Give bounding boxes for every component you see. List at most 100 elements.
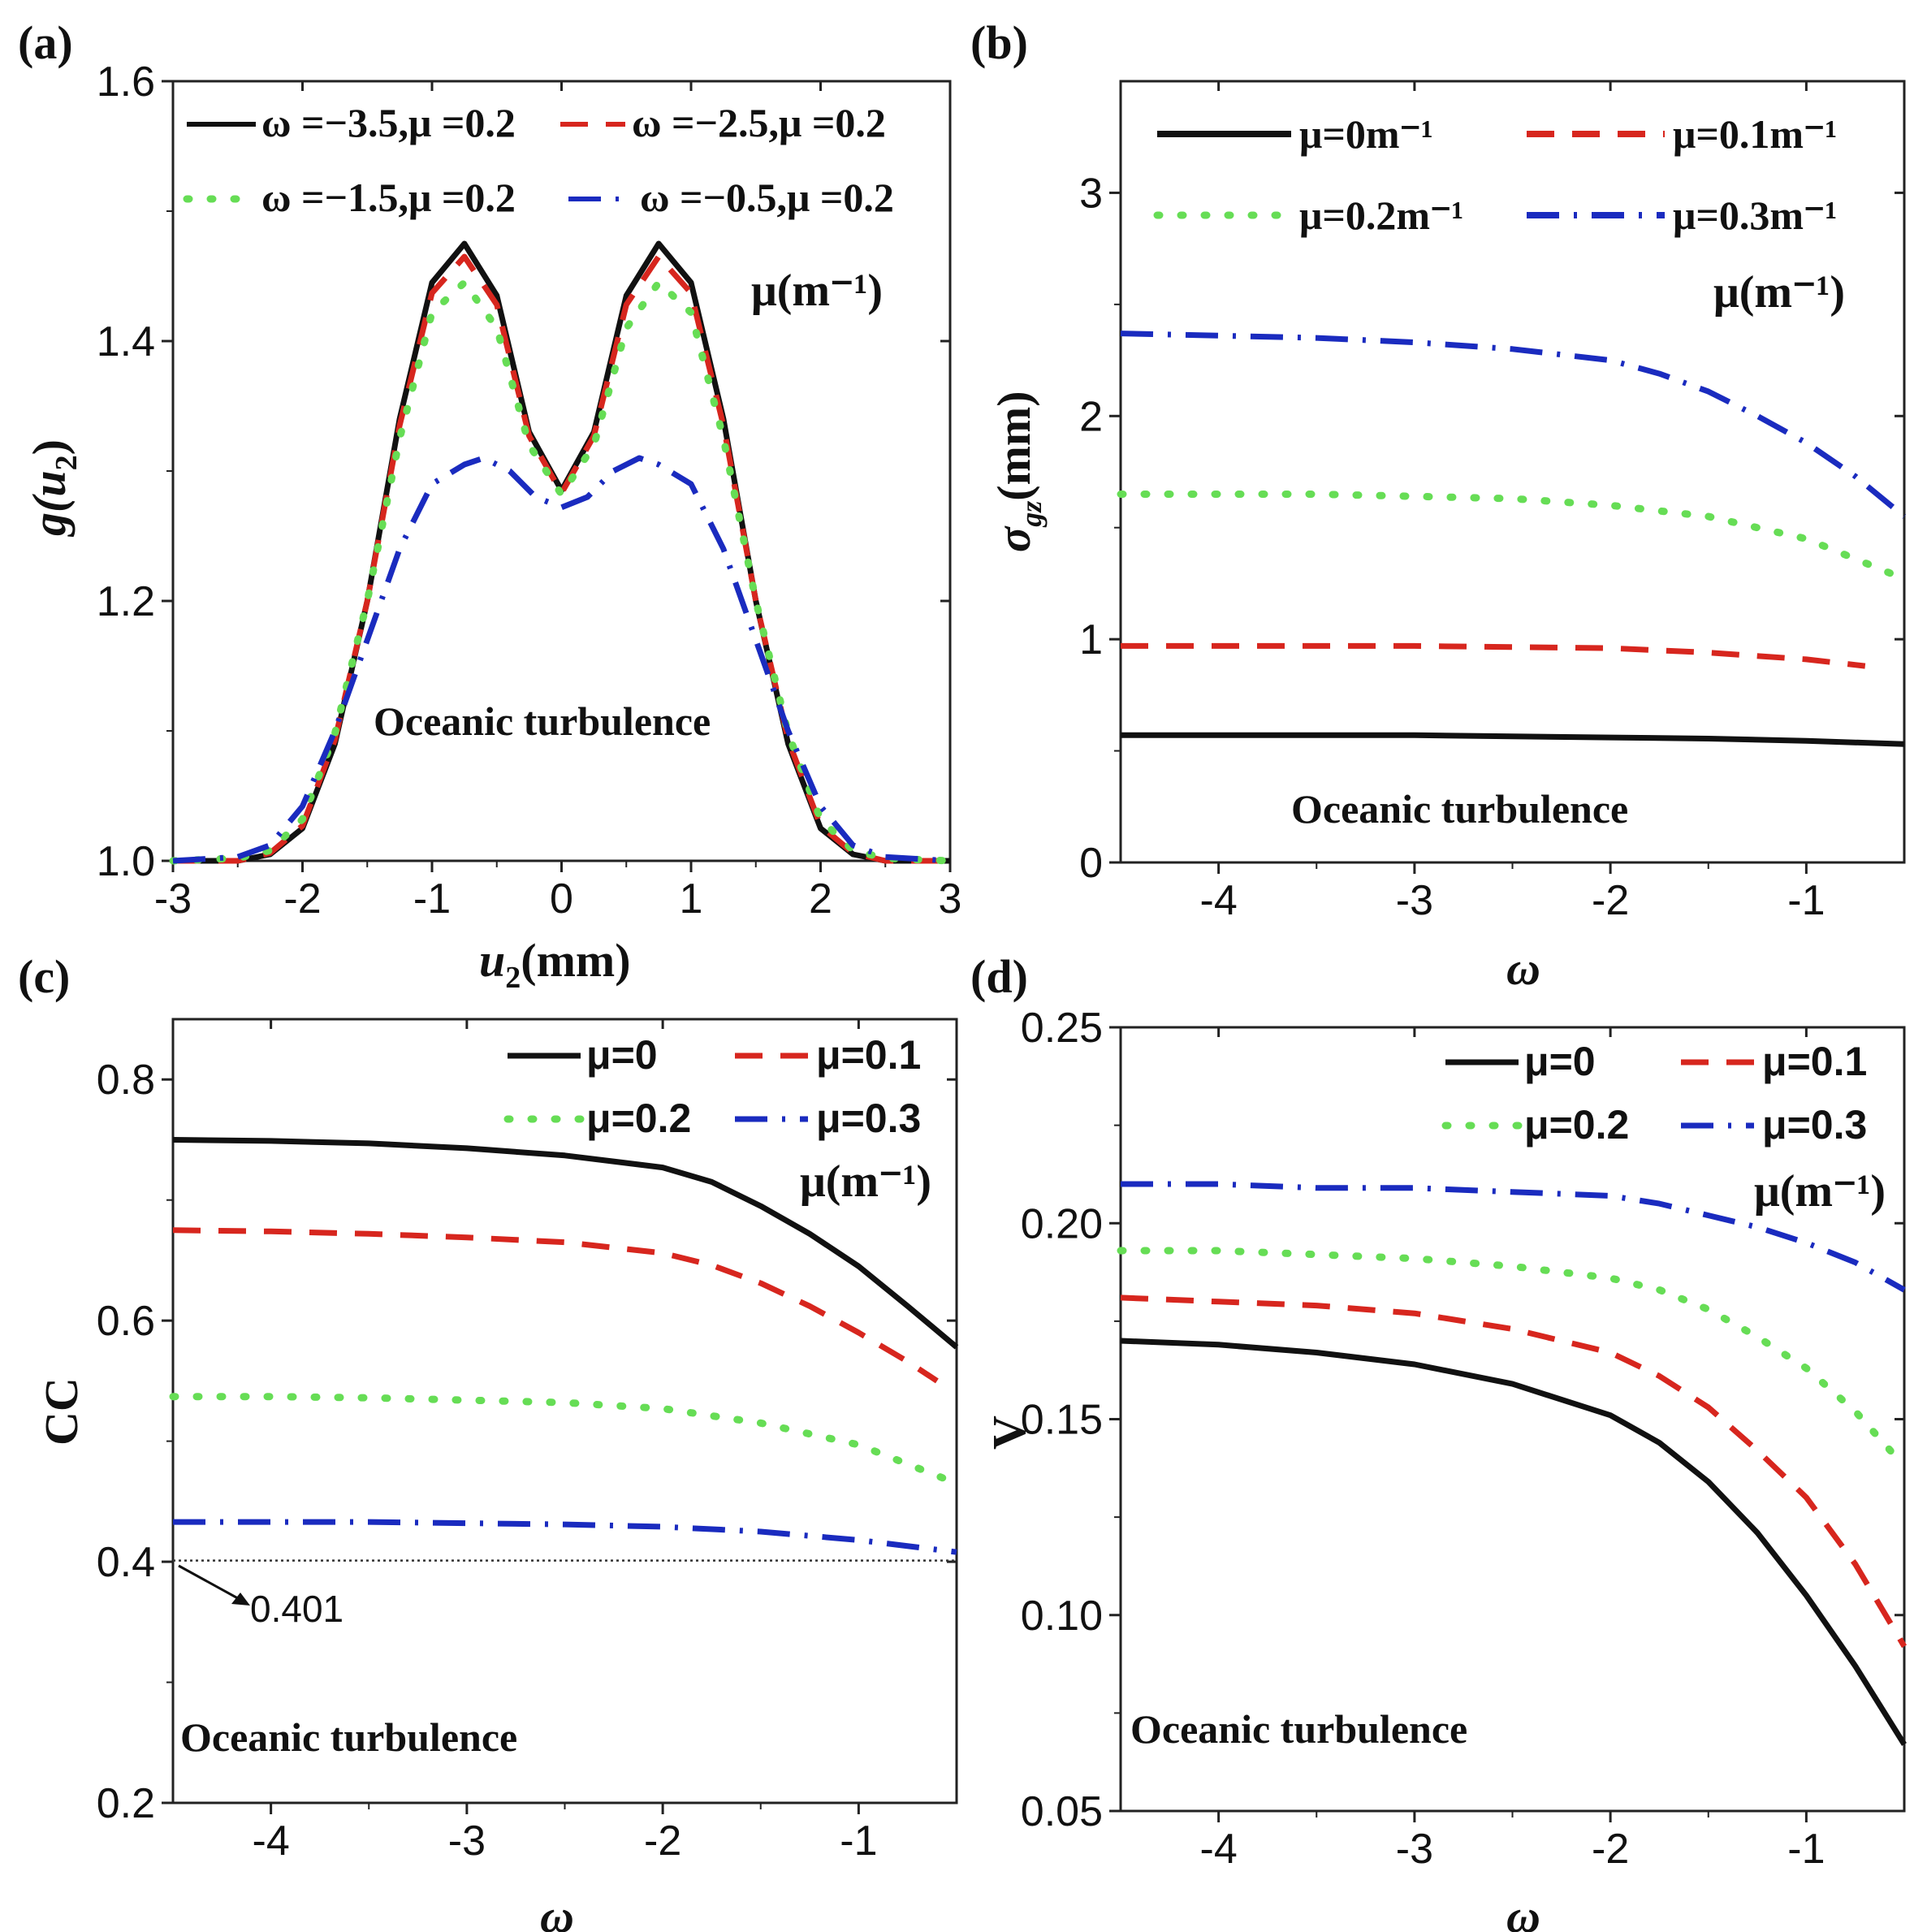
panel-a-xtick-label-0: -3	[154, 875, 192, 923]
panel-c-xlabel: ω	[540, 1890, 574, 1932]
panel-c-ytick-label-3: 0.8	[97, 1057, 155, 1104]
panel-a-ylabel-main: g(u	[23, 470, 76, 538]
panel-c-ytick-label-1: 0.4	[97, 1539, 155, 1586]
panel-b-legend: μ=0m⁻¹ μ=0.1m⁻¹ μ=0.2m⁻¹ μ=0.3m⁻¹	[1153, 111, 1837, 238]
panel-d-tag: (d)	[970, 950, 1028, 1003]
panel-b-ytick-label-3: 3	[1079, 170, 1103, 217]
panel-c-tag: (c)	[18, 950, 70, 1003]
panel-c-ticks: -4 -3 -2 -1 0.2 0.4 0.6 0.8	[97, 1019, 957, 1865]
legend-b-label-4: μ=0.3m⁻¹	[1673, 192, 1837, 238]
legend-c-label-2: μ=0.1	[816, 1032, 921, 1078]
panel-b-series-3-line	[1120, 331, 1907, 519]
panel-a-series-3-line	[172, 455, 951, 864]
legend-d-label-4: μ=0.3	[1762, 1102, 1867, 1148]
legend-a-label-4: ω =−0.5,μ =0.2	[640, 175, 894, 220]
panel-c-series-2-line	[169, 1393, 961, 1488]
panel-d-series-3-line	[1121, 1181, 1906, 1293]
legend-d-label-1: μ=0	[1524, 1039, 1596, 1084]
panel-d-series-2-line	[1117, 1247, 1908, 1470]
panel-a-xtick-label-1: -2	[283, 875, 321, 923]
panel-b-xtick-label-3: -1	[1787, 877, 1825, 924]
panel-b-ylabel-sub: gz	[1015, 501, 1048, 528]
panel-b-unit-label: μ(m⁻¹)	[1713, 267, 1845, 318]
panel-a-xlabel-sub: 2	[505, 961, 521, 995]
legend-d-label-3: μ=0.2	[1524, 1102, 1629, 1148]
panel-b-series-1-line	[1121, 642, 1866, 669]
panel-b-ytick-label-2: 2	[1079, 393, 1103, 440]
panel-d-ytick-label-1: 0.10	[1021, 1593, 1103, 1640]
panel-d-ylabel: V	[983, 1416, 1035, 1450]
panel-d-series-0-line	[1120, 1338, 1907, 1746]
panel-b-xtick-label-1: -3	[1396, 877, 1433, 924]
panel-c-ytick-label-0: 0.2	[97, 1780, 155, 1827]
panel-b-ylabel-main: σ	[987, 525, 1040, 552]
panel-d-annotation: Oceanic turbulence	[1130, 1706, 1467, 1752]
panel-a-xlabel-main: u	[479, 934, 505, 987]
panel-d-series-1-line	[1120, 1294, 1908, 1649]
panel-b-ticks: -4 -3 -2 -1 0 1 2 3	[1079, 81, 1904, 924]
panel-b-ylabel: σgz(mm)	[987, 391, 1048, 552]
legend-b-label-3: μ=0.2m⁻¹	[1299, 192, 1463, 238]
panel-b-series-2-line	[1117, 491, 1908, 583]
panel-d-ytick-label-4: 0.25	[1021, 1005, 1103, 1052]
panel-a-ytick-label-2: 1.4	[97, 318, 155, 365]
panel-a-plot-area	[169, 240, 954, 865]
legend-d-label-2: μ=0.1	[1762, 1039, 1867, 1084]
panel-a: (a) -3 -2 -1 0 1 2 3 1.0 1.2 1.4 1.6 ω =−3.5,μ =0.…	[18, 16, 961, 995]
legend-c-label-4: μ=0.3	[816, 1096, 921, 1141]
panel-d-xtick-label-0: -4	[1200, 1826, 1238, 1873]
legend-a-label-1: ω =−3.5,μ =0.2	[261, 100, 516, 145]
panel-a-ytick-label-1: 1.2	[97, 578, 155, 625]
panel-c-unit-label: μ(m⁻¹)	[800, 1156, 931, 1207]
panel-a-series-0-line	[173, 240, 950, 864]
panel-a-unit-label: μ(m⁻¹)	[751, 266, 883, 316]
panel-b-xtick-label-0: -4	[1200, 877, 1238, 924]
panel-a-legend: ω =−3.5,μ =0.2 ω =−2.5,μ =0.2 ω =−1.5,μ …	[183, 100, 894, 220]
panel-d-ytick-label-3: 0.20	[1021, 1200, 1103, 1247]
panel-c-legend: μ=0 μ=0.1 μ=0.2 μ=0.3	[503, 1032, 921, 1141]
panel-b-ylabel-unit: (mm)	[987, 391, 1040, 500]
panel-a-ylabel-sub: 2	[50, 455, 84, 470]
panel-c-xtick-label-1: -3	[448, 1817, 486, 1865]
panel-a-series-1-line	[173, 253, 950, 864]
panel-c-xtick-label-3: -1	[840, 1817, 877, 1865]
panel-a-xlabel-unit: (mm)	[521, 934, 630, 987]
panel-a-series-2-line	[169, 279, 954, 865]
panel-d-xtick-label-2: -2	[1592, 1826, 1629, 1873]
panel-a-ylabel: g(u2)	[23, 439, 84, 538]
panel-b-ytick-label-1: 1	[1079, 616, 1103, 663]
panel-c-reference-arrowhead	[231, 1593, 250, 1606]
panel-c-annotation: Oceanic turbulence	[180, 1714, 517, 1760]
panel-a-annotation: Oceanic turbulence	[374, 698, 711, 744]
panel-d-xlabel: ω	[1506, 1890, 1540, 1932]
panel-a-xtick-label-2: -1	[413, 875, 451, 923]
panel-b-tag: (b)	[970, 16, 1028, 69]
panel-d-ytick-label-0: 0.05	[1021, 1788, 1103, 1835]
panel-c: (c) -4 -3 -2 -1 0.2 0.4 0.6 0.8 μ=0 μ=0.1 μ=0.2…	[18, 950, 961, 1932]
panel-d-legend: μ=0 μ=0.1 μ=0.2 μ=0.3	[1441, 1039, 1867, 1148]
panel-b-plot-area	[1117, 331, 1908, 747]
legend-a-label-2: ω =−2.5,μ =0.2	[632, 100, 886, 145]
panel-c-reference-label: 0.401	[250, 1588, 343, 1630]
panel-a-xtick-label-3: 0	[550, 875, 573, 923]
panel-a-ticks: -3 -2 -1 0 1 2 3 1.0 1.2 1.4 1.6	[97, 58, 962, 923]
panel-c-ylabel: CC	[35, 1377, 88, 1446]
legend-b-label-1: μ=0m⁻¹	[1299, 111, 1433, 157]
legend-c-label-1: μ=0	[586, 1032, 658, 1078]
panel-a-ytick-label-3: 1.6	[97, 58, 155, 106]
panel-b-xtick-label-2: -2	[1592, 877, 1629, 924]
panel-c-series-0-line	[172, 1137, 959, 1350]
panel-d-unit-label: μ(m⁻¹)	[1754, 1166, 1886, 1217]
panel-d-xtick-label-1: -3	[1396, 1826, 1433, 1873]
panel-c-ytick-label-2: 0.6	[97, 1298, 155, 1345]
panel-a-tag: (a)	[18, 16, 73, 69]
legend-a-label-3: ω =−1.5,μ =0.2	[261, 175, 516, 220]
legend-b-label-2: μ=0.1m⁻¹	[1673, 111, 1837, 157]
panel-b: (b) -4 -3 -2 -1 0 1 2 3 μ=0m⁻¹ μ=0.1m⁻¹ μ=0.2m⁻…	[970, 16, 1908, 995]
panel-a-xtick-label-5: 2	[809, 875, 832, 923]
panel-a-xtick-label-4: 1	[680, 875, 703, 923]
panel-a-ylabel-close: )	[23, 439, 76, 455]
panel-b-annotation: Oceanic turbulence	[1291, 786, 1628, 832]
panel-d-xtick-label-3: -1	[1787, 1826, 1825, 1873]
